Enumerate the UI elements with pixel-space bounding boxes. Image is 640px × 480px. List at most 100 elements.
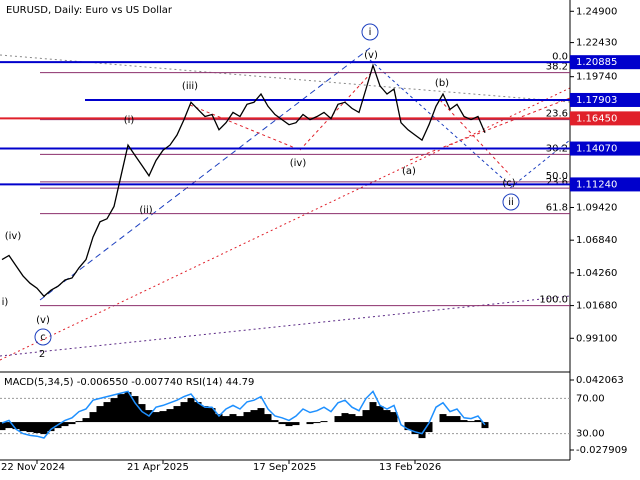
y-tick-label: 1.06840 <box>576 235 617 246</box>
x-tick-label: 22 Nov 2024 <box>1 462 65 473</box>
y-tick-label: 1.22430 <box>576 38 617 49</box>
wave-label: c <box>40 332 46 343</box>
macd-bar <box>320 421 328 423</box>
macd-bar <box>12 422 20 430</box>
trend-line <box>509 139 571 189</box>
y-tick-label: 1.01680 <box>576 301 617 312</box>
macd-bar <box>159 411 167 423</box>
wave-label: 2 <box>39 349 45 360</box>
macd-bar <box>68 422 76 425</box>
macd-bar <box>474 420 482 423</box>
y-tick-label: 0.99100 <box>576 333 617 344</box>
fib-label: 61.8 <box>546 203 568 214</box>
price-level-label: 1.17903 <box>576 95 617 106</box>
wave-label: i <box>369 27 372 38</box>
chart-title: EURUSD, Daily: Euro vs US Dollar <box>6 5 173 16</box>
price-level-label: 1.14070 <box>576 144 617 155</box>
rsi-tick-label: 70.00 <box>576 393 605 404</box>
macd-bar <box>243 412 251 423</box>
macd-bar <box>0 422 6 431</box>
macd-bar <box>75 421 83 423</box>
macd-bar <box>257 408 265 423</box>
macd-bar <box>334 416 342 423</box>
trend-line <box>369 59 511 186</box>
macd-bar <box>61 422 69 427</box>
macd-bar <box>215 414 223 423</box>
macd-bar <box>453 416 461 423</box>
y-tick-label: 1.24900 <box>576 6 617 17</box>
wave-label: (iii) <box>182 81 198 92</box>
price-level-box: 1.11240 <box>570 177 640 192</box>
macd-bar <box>180 402 188 423</box>
macd-bar <box>124 392 132 423</box>
price-level-label: 1.11240 <box>576 179 617 190</box>
macd-bar <box>278 422 286 425</box>
trend-line <box>439 99 511 176</box>
wave-label: (c) <box>502 178 515 189</box>
macd-bar <box>103 402 111 423</box>
x-tick-label: 13 Feb 2026 <box>379 462 441 473</box>
macd-bar <box>117 394 125 423</box>
macd-bar <box>19 422 27 432</box>
fib-label: 50.0 <box>546 171 568 182</box>
macd-bar <box>390 412 398 423</box>
macd-bar <box>313 422 321 424</box>
price-level-tag <box>570 111 640 126</box>
macd-bar <box>47 422 55 432</box>
macd-bar <box>348 414 356 423</box>
macd-bar <box>383 410 391 423</box>
macd-bar <box>292 422 300 426</box>
wave-circle <box>361 23 379 41</box>
wave-label: i) <box>2 297 9 308</box>
macd-bar <box>355 416 363 423</box>
fib-label: 23.6 <box>546 177 568 188</box>
macd-tick-label: 0.042063 <box>576 375 624 386</box>
fib-label: 38.2 <box>546 62 568 73</box>
fib-label: 23.6 <box>546 109 568 120</box>
macd-bar <box>138 404 146 423</box>
trend-line <box>0 295 571 357</box>
macd-bar <box>439 414 447 423</box>
macd-bar <box>208 408 216 423</box>
wave-label: ii <box>508 197 514 208</box>
macd-bar <box>285 422 293 427</box>
macd-bar <box>376 406 384 423</box>
macd-bar <box>166 409 174 423</box>
trend-line <box>189 104 301 151</box>
price-level-label: 1.16450 <box>576 113 617 124</box>
macd-bar <box>411 422 419 435</box>
price-level-tag <box>570 55 640 70</box>
macd-bar <box>131 396 139 423</box>
macd-bar <box>467 421 475 423</box>
macd-bar <box>96 406 104 423</box>
wave-label: (iv) <box>290 158 307 169</box>
price-level-tag <box>570 177 640 192</box>
macd-bar <box>404 422 412 431</box>
wave-label: (a) <box>402 166 416 177</box>
macd-bar <box>306 422 314 425</box>
y-tick-label: 1.19740 <box>576 72 617 83</box>
macd-bar <box>33 422 41 434</box>
macd-tick-label: -0.027909 <box>576 445 627 456</box>
macd-bar <box>89 412 97 423</box>
wave-label: (iv) <box>5 231 22 242</box>
price-level-tag <box>570 92 640 107</box>
macd-bar <box>264 414 272 423</box>
macd-bar <box>425 422 433 433</box>
price-level-tag <box>570 141 640 156</box>
fib-label: 100.0 <box>539 295 568 306</box>
price-level-box: 1.16450 <box>570 111 640 126</box>
macd-bar <box>187 398 195 423</box>
macd-bar <box>194 402 202 423</box>
trend-line <box>409 97 571 161</box>
macd-bar <box>460 420 468 423</box>
price-level-box: 1.20885 <box>570 55 640 70</box>
macd-bar <box>173 406 181 423</box>
indicator-title: MACD(5,34,5) -0.006550 -0.007740 RSI(14)… <box>4 377 254 388</box>
y-tick-label: 1.04260 <box>576 268 617 279</box>
price-level-box: 1.17903 <box>570 92 640 107</box>
price-line <box>1 63 486 298</box>
wave-label: (ii) <box>139 205 152 216</box>
